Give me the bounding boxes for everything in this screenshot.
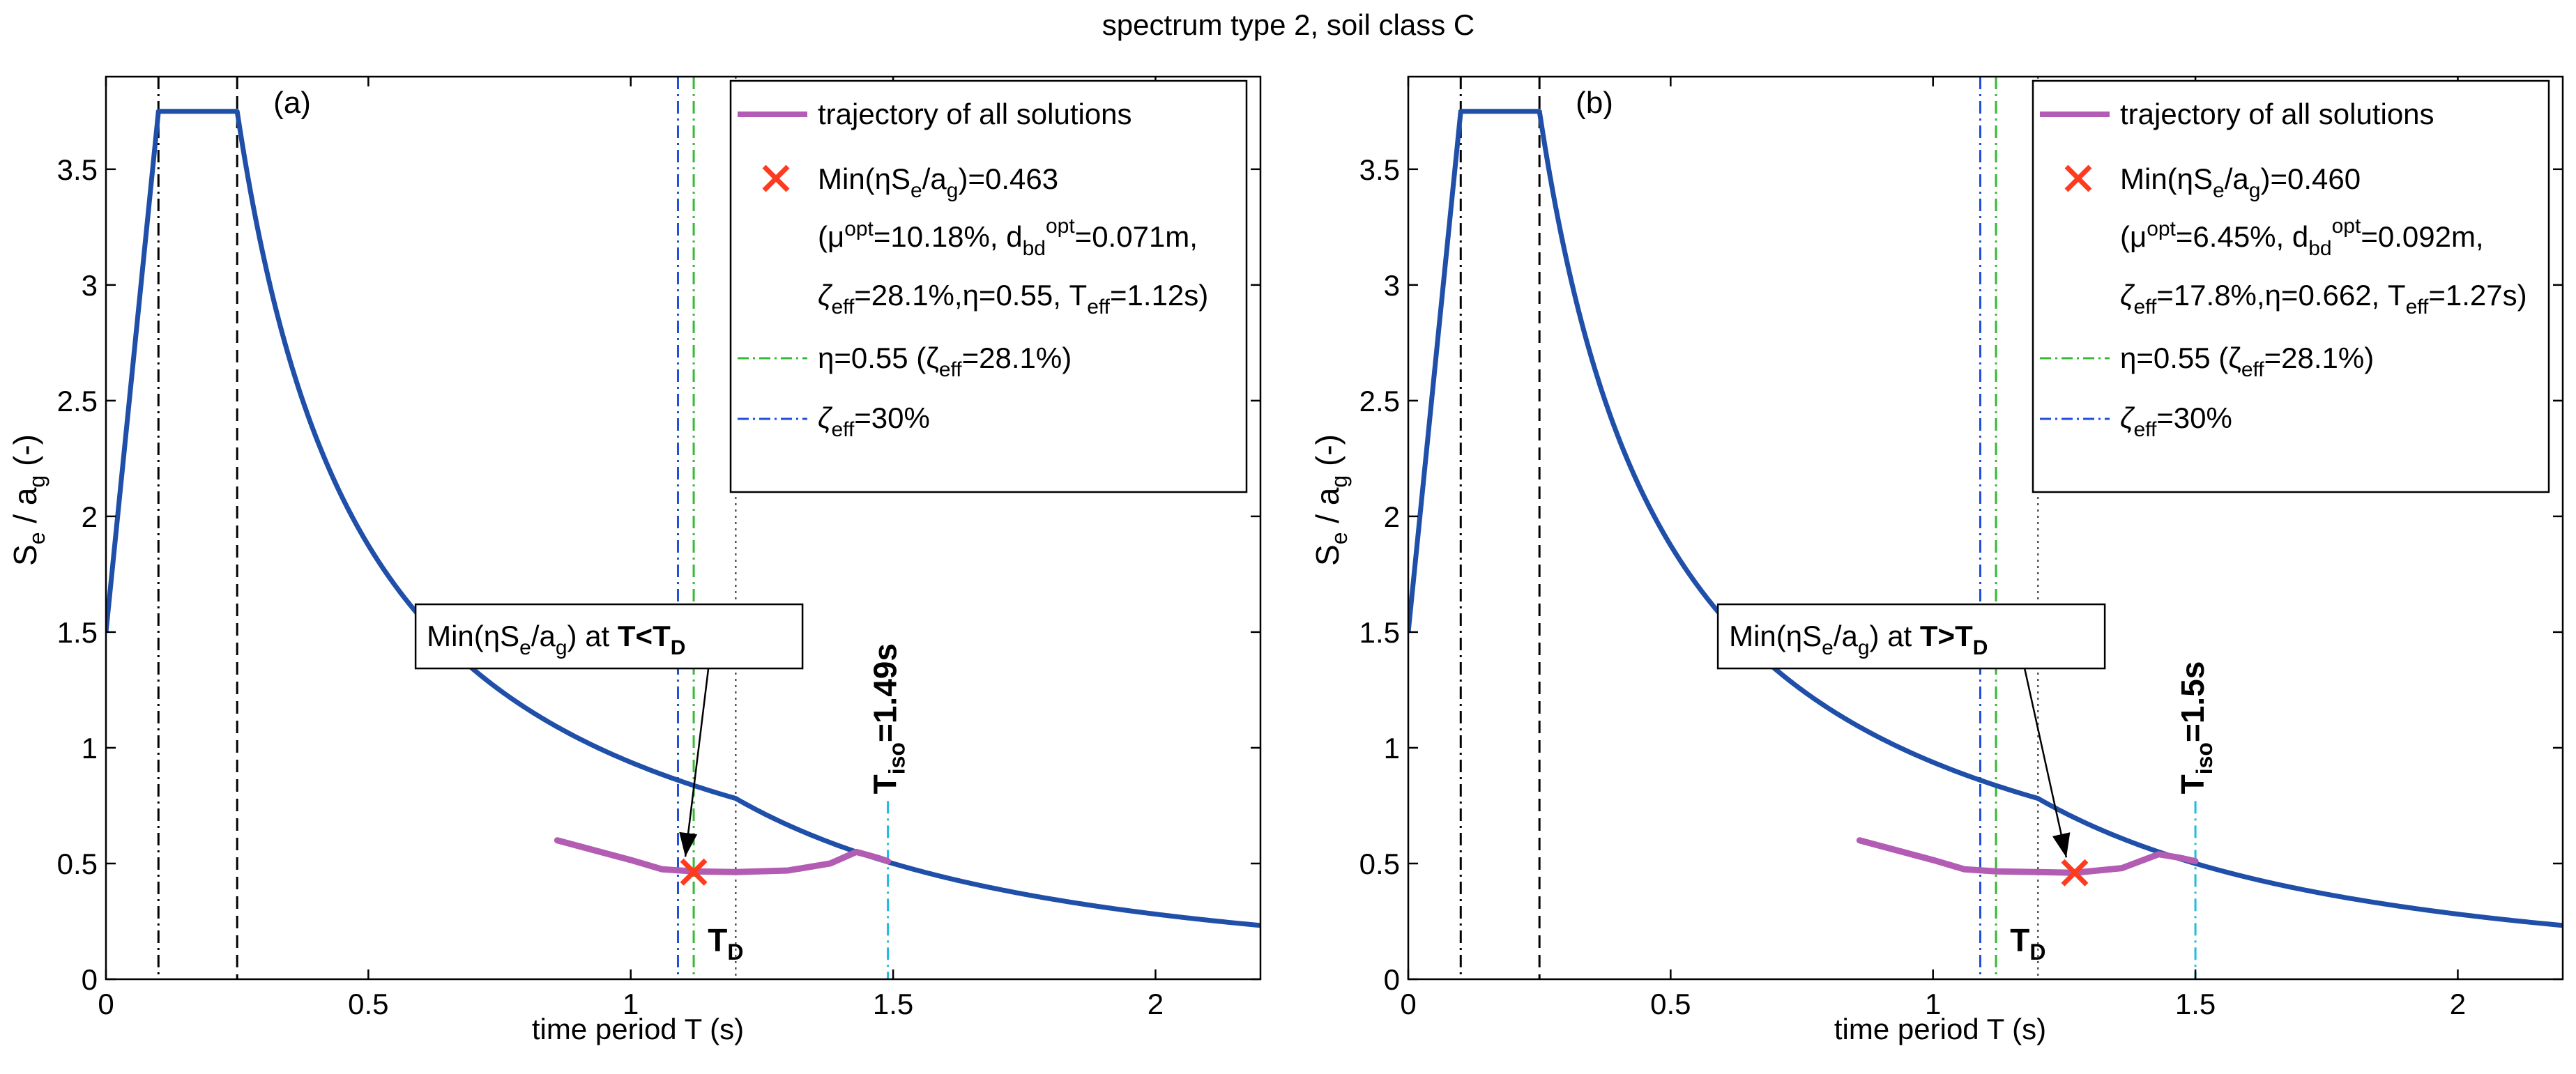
y-tick-label: 2.5 [57,385,98,417]
td-label: TD [2010,922,2045,965]
trajectory-curve [1856,837,2199,876]
tiso-label: Tiso=1.5s [2174,661,2217,795]
annotation-label: Min(ηSe/ag) at T<TD [427,620,685,659]
x-tick-label: 1.5 [2175,988,2216,1020]
x-tick-label: 1 [1925,988,1941,1020]
optimum-marker-stroke [2061,859,2089,887]
y-tick-label: 1.5 [1359,616,1400,649]
legend-mu-label: (μopt=6.45%, dbdopt=0.092m, [2120,215,2484,260]
legend-min-label: Min(ηSe/ag)=0.463 [818,162,1058,202]
x-tick-label: 0.5 [348,988,388,1020]
x-axis-label: time period T (s) [1834,1013,2046,1045]
legend-mu-label: (μopt=10.18%, dbdopt=0.071m, [818,215,1198,260]
y-axis-label: Se / ag (-) [7,434,49,566]
x-axis-label: time period T (s) [532,1013,744,1045]
y-tick-label: 2 [82,500,98,533]
annotation-arrowhead [679,831,698,857]
td-label: TD [708,922,743,965]
legend: trajectory of all solutions Min(ηSe/ag)=0… [2032,79,2550,493]
annotation-label: Min(ηSe/ag) at T>TD [1729,620,1988,659]
axes-frame [1407,75,2564,981]
annotation-arrow [684,668,710,857]
legend-zeta30-label: ζeff=30% [2120,401,2232,441]
y-tick-label: 3.5 [1359,153,1400,186]
y-tick-label: 0 [82,963,98,996]
y-tick-label: 0.5 [57,847,98,880]
annotation-arrowhead [2052,832,2071,858]
legend-zeta-label: ζeff=17.8%,η=0.662, Teff=1.27s) [2120,279,2527,319]
optimum-marker-stroke [680,858,708,886]
legend-box [2032,79,2550,493]
y-tick-label: 3.5 [57,153,98,186]
legend-eta-label: η=0.55 (ζeff=28.1%) [818,342,1072,381]
x-tick-label: 0 [98,988,114,1020]
x-tick-label: 2 [1148,988,1164,1020]
legend: trajectory of all solutions Min(ηSe/ag)=0… [729,79,1248,493]
x-tick-label: 2 [2450,988,2466,1020]
annotation-box [1716,603,2106,670]
y-axis-label: Se / ag (-) [1309,434,1352,566]
y-tick-label: 2.5 [1359,385,1400,417]
x-tick-label: 0 [1400,988,1416,1020]
y-tick-label: 0 [1384,963,1400,996]
spectrum-curve [106,109,1260,928]
legend-zeta-label: ζeff=28.1%,η=0.55, Teff=1.12s) [818,279,1208,319]
legend-trajectory-label: trajectory of all solutions [2120,98,2434,130]
spectrum-curve [1408,109,2563,928]
y-tick-label: 2 [1384,500,1400,533]
x-tick-label: 0.5 [1650,988,1691,1020]
annotation-box [414,603,804,670]
panel-a: 0 0.5 1 1.5 2 0 0.5 1 1.5 2 2.5 3 3.5 time period T (… [7,75,1262,1045]
panel-label: (a) [273,86,311,120]
axes-frame [105,75,1262,981]
legend-eta-label: η=0.55 (ζeff=28.1%) [2120,342,2374,381]
plot-area [1408,77,2563,979]
legend-optimum-swatch-stroke [2064,164,2092,192]
legend-optimum-swatch-stroke [762,164,790,192]
y-tick-label: 1 [1384,732,1400,765]
plot-area [106,77,1260,979]
x-tick-label: 1.5 [873,988,913,1020]
legend-box [729,79,1248,493]
legend-zeta30-label: ζeff=30% [818,401,930,441]
y-tick-label: 0.5 [1359,847,1400,880]
legend-min-label: Min(ηSe/ag)=0.460 [2120,162,2361,202]
y-tick-label: 3 [1384,269,1400,302]
y-tick-label: 1.5 [57,616,98,649]
y-tick-label: 1 [82,732,98,765]
panel-b: 0 0.5 1 1.5 2 0 0.5 1 1.5 2 2.5 3 3.5 time period T (… [1309,75,2564,1045]
panel-label: (b) [1576,86,1613,120]
figure-title: spectrum type 2, soil class C [1102,8,1475,41]
annotation-arrow [2023,668,2068,858]
x-tick-label: 1 [623,988,639,1020]
legend-trajectory-label: trajectory of all solutions [818,98,1132,130]
y-tick-label: 3 [82,269,98,302]
tiso-label: Tiso=1.49s [867,643,910,794]
trajectory-curve [554,837,892,875]
